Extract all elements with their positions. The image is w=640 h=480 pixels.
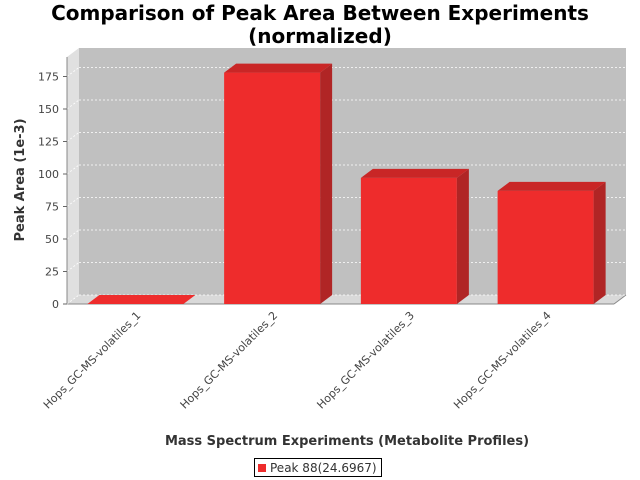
- x-tick-label: Hops_GC-MS-volatiles_2: [178, 309, 281, 412]
- bar-side: [456, 168, 469, 304]
- chart-title-line-1: Comparison of Peak Area Between Experime…: [51, 1, 589, 25]
- plot-floor-corner: [613, 294, 627, 305]
- bar-front: [360, 177, 457, 304]
- legend-swatch: [258, 463, 266, 472]
- y-tick-label: 150: [38, 103, 59, 116]
- plot-side-wall: [67, 48, 79, 304]
- y-axis-label: Peak Area (1e-3): [13, 118, 28, 241]
- bar-front: [497, 190, 594, 304]
- gridline-diagonal: [66, 262, 80, 272]
- y-tick-label: 0: [52, 298, 59, 311]
- bar-side: [320, 63, 333, 304]
- gridline-diagonal: [66, 229, 80, 240]
- bar-series: [87, 63, 606, 304]
- gridline-diagonal: [66, 164, 80, 175]
- bar-front: [224, 72, 321, 304]
- gridline-diagonal: [66, 294, 80, 305]
- x-axis-label: Mass Spectrum Experiments (Metabolite Pr…: [165, 434, 529, 449]
- plot-floor: [67, 295, 626, 304]
- y-tick-label: 125: [38, 136, 59, 149]
- bar-top: [497, 181, 606, 191]
- chart-title: Comparison of Peak Area Between Experime…: [0, 2, 640, 48]
- bar: [87, 295, 196, 304]
- x-tick-label: Hops_GC-MS-volatiles_4: [451, 309, 554, 412]
- legend: Peak 88(24.6967): [254, 458, 382, 477]
- gridline-diagonal: [66, 67, 80, 77]
- bar-top: [87, 295, 196, 304]
- y-tick-label: 75: [45, 201, 59, 214]
- bar-top: [360, 168, 469, 178]
- bar: [360, 168, 469, 304]
- gridline-diagonal: [66, 99, 80, 110]
- x-axis: Hops_GC-MS-volatiles_1 Hops_GC-MS-volatil…: [41, 309, 554, 412]
- y-tick-label: 25: [45, 266, 59, 279]
- gridline-diagonal: [66, 197, 80, 207]
- y-tick-label: 175: [38, 71, 59, 84]
- y-axis: 0 25 50 75 100 125 150 175: [38, 57, 68, 311]
- bar: [497, 181, 606, 304]
- gridlines: [66, 67, 626, 305]
- bar-top: [224, 63, 333, 73]
- x-tick-label: Hops_GC-MS-volatiles_1: [41, 309, 144, 412]
- gridline-diagonal: [66, 132, 80, 142]
- bar-side: [593, 181, 606, 304]
- chart-title-line-2: (normalized): [248, 24, 392, 48]
- bar: [224, 63, 333, 304]
- y-tick-label: 50: [45, 233, 59, 246]
- y-tick-label: 100: [38, 168, 59, 181]
- legend-label: Peak 88(24.6967): [270, 460, 377, 475]
- x-tick-label: Hops_GC-MS-volatiles_3: [314, 309, 417, 412]
